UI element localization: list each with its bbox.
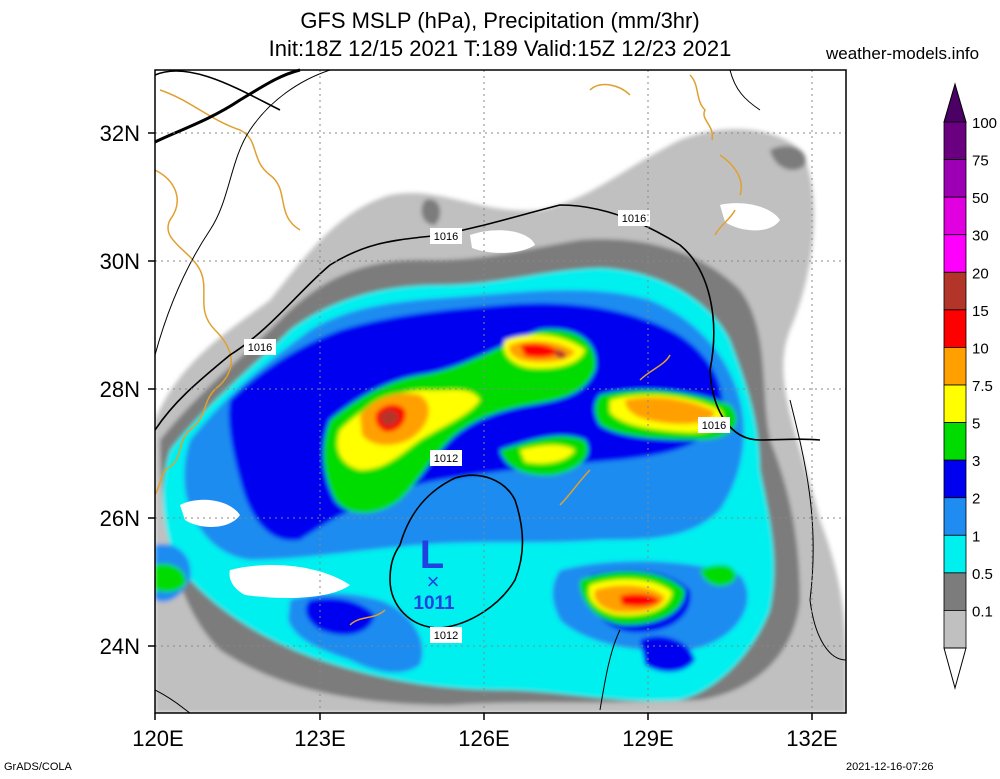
colorbar-swatch bbox=[943, 497, 967, 536]
low-symbol: L bbox=[420, 533, 444, 577]
colorbar-swatch bbox=[943, 384, 967, 423]
isobars bbox=[155, 70, 821, 629]
precip-5 bbox=[323, 329, 596, 514]
lat-label: 26N bbox=[100, 506, 140, 531]
coastlines bbox=[155, 74, 742, 626]
colorbar-swatch bbox=[943, 271, 967, 311]
colorbar-label: 100 bbox=[972, 115, 997, 132]
colorbar-label: 5 bbox=[972, 416, 980, 433]
isobar-label: 1016 bbox=[702, 420, 726, 432]
colorbar-swatch bbox=[943, 610, 967, 649]
colorbar-label: 30 bbox=[972, 228, 989, 245]
lon-label: 132E bbox=[786, 726, 837, 751]
colorbar-swatch bbox=[943, 422, 967, 461]
colorbar-swatch bbox=[943, 347, 967, 386]
isobar-label: 1012 bbox=[434, 630, 458, 642]
gridlines bbox=[155, 70, 846, 713]
isobar-label: 1016 bbox=[434, 231, 458, 243]
isobar-label: 1012 bbox=[434, 453, 458, 465]
colorbar-label: 0.1 bbox=[972, 603, 993, 620]
lon-label: 123E bbox=[294, 726, 345, 751]
lat-label: 30N bbox=[100, 249, 140, 274]
site-label: weather-models.info bbox=[826, 44, 980, 63]
longitude-labels: 120E 123E 126E 129E 132E bbox=[132, 726, 837, 751]
colorbar: 100 75 50 30 20 15 10 7.5 5 3 2 1 0.5 0.1 bbox=[943, 82, 997, 690]
colorbar-swatch bbox=[943, 234, 967, 273]
precipitation-field bbox=[155, 129, 846, 713]
lon-label: 120E bbox=[132, 726, 183, 751]
low-pressure-value: 1011 bbox=[413, 593, 455, 614]
colorbar-swatch bbox=[943, 121, 967, 160]
colorbar-swatch bbox=[943, 196, 967, 236]
colorbar-label: 75 bbox=[972, 153, 989, 170]
low-pressure-marker: L × 1011 bbox=[413, 533, 455, 614]
colorbar-label: 50 bbox=[972, 190, 989, 207]
axis-ticks bbox=[148, 132, 813, 720]
lon-label: 129E bbox=[622, 726, 673, 751]
colorbar-swatch bbox=[943, 459, 967, 499]
thick-border bbox=[154, 68, 301, 144]
colorbar-top-arrow bbox=[943, 82, 967, 123]
colorbar-swatch bbox=[943, 159, 967, 198]
footer-software: GrADS/COLA bbox=[4, 761, 72, 773]
lat-label: 28N bbox=[100, 377, 140, 402]
isobar-label: 1016 bbox=[248, 342, 272, 354]
low-center-mark: × bbox=[427, 569, 440, 594]
colorbar-label: 15 bbox=[972, 303, 989, 320]
isobar-label-group: 1016 1016 1016 1016 1012 1012 bbox=[244, 210, 730, 643]
colorbar-bottom-arrow bbox=[943, 647, 967, 690]
chart-title: GFS MSLP (hPa), Precipitation (mm/3hr) bbox=[300, 8, 700, 33]
map-frame bbox=[154, 69, 847, 714]
lat-label: 24N bbox=[100, 634, 140, 659]
isobar-label: 1016 bbox=[622, 213, 646, 225]
colorbar-label: 20 bbox=[972, 265, 989, 282]
colorbar-label: 7.5 bbox=[972, 378, 993, 395]
lon-label: 126E bbox=[458, 726, 509, 751]
footer-timestamp: 2021-12-16-07:26 bbox=[846, 761, 934, 773]
chart-subtitle: Init:18Z 12/15 2021 T:189 Valid:15Z 12/2… bbox=[268, 36, 732, 61]
colorbar-label: 10 bbox=[972, 340, 989, 357]
colorbar-label: 0.5 bbox=[972, 566, 993, 583]
colorbar-label: 3 bbox=[972, 453, 980, 470]
borders bbox=[155, 70, 846, 713]
colorbar-swatch bbox=[943, 309, 967, 348]
precip-20 bbox=[380, 409, 399, 426]
lat-label: 32N bbox=[100, 121, 140, 146]
latitude-labels: 32N 30N 28N 26N 24N bbox=[100, 121, 140, 659]
colorbar-swatch bbox=[943, 572, 967, 611]
colorbar-label: 2 bbox=[972, 491, 980, 508]
colorbar-label: 1 bbox=[972, 528, 980, 545]
colorbar-swatch bbox=[943, 534, 967, 574]
